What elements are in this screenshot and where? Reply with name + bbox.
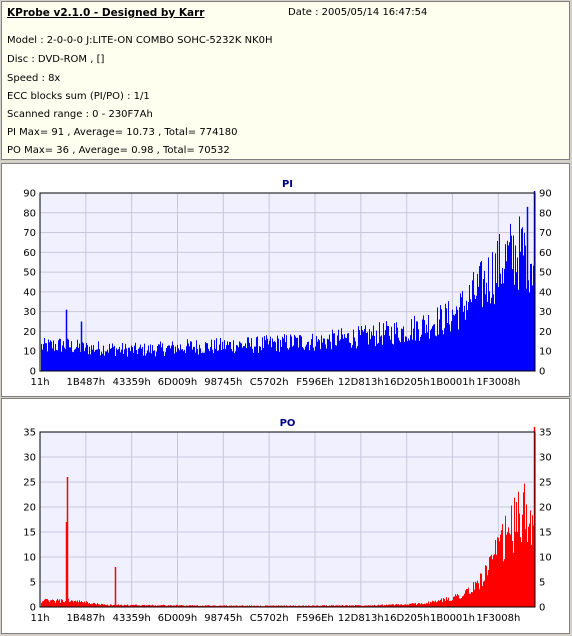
model-line: Model : 2-0-0-0 J:LITE-ON COMBO SOHC-523… — [7, 35, 273, 46]
y-tick-label-right: 15 — [539, 528, 552, 539]
y-tick-label-right: 5 — [539, 578, 545, 589]
pi-chart: PI 0 0 10 10 20 20 30 30 40 40 50 50 60 60 70 70 80 80 90 90… — [23, 179, 552, 388]
y-tick-label-right: 30 — [539, 453, 552, 464]
x-tick-label: 98745h — [204, 377, 242, 388]
x-tick-label: 11h — [30, 377, 49, 388]
x-tick-label: 1F3008h — [476, 377, 520, 388]
y-tick-label-left: 25 — [23, 478, 36, 489]
y-tick-label-left: 10 — [23, 553, 36, 564]
y-tick-label-left: 35 — [23, 428, 36, 439]
scan-date: Date : 2005/05/14 16:47:54 — [288, 7, 428, 18]
chart-title: PI — [282, 179, 293, 190]
x-tick-label: 98745h — [204, 613, 242, 624]
x-tick-label: 11h — [30, 613, 49, 624]
y-tick-label-right: 40 — [539, 287, 552, 298]
po-chart-panel: PO 0 0 5 5 10 10 15 15 20 20 25 25 30 30 35 35 11h 1B487h 4… — [1, 398, 570, 634]
y-tick-label-right: 0 — [539, 367, 545, 378]
y-tick-label-right: 35 — [539, 428, 552, 439]
y-tick-label-right: 80 — [539, 208, 552, 219]
y-tick-label-left: 90 — [23, 189, 36, 200]
y-tick-label-right: 30 — [539, 307, 552, 318]
x-tick-label: 1B487h — [67, 613, 106, 624]
range-line: Scanned range : 0 - 230F7Ah — [7, 109, 153, 120]
info-panel: KProbe v2.1.0 - Designed by Karr Date : … — [1, 1, 570, 160]
x-tick-label: 1F3008h — [476, 613, 520, 624]
y-tick-label-right: 50 — [539, 268, 552, 279]
y-tick-label-left: 5 — [30, 578, 36, 589]
x-tick-label: C5702h — [250, 377, 289, 388]
y-tick-label-right: 10 — [539, 553, 552, 564]
y-tick-label-left: 10 — [23, 347, 36, 358]
x-tick-label: 16D205h — [384, 613, 430, 624]
x-tick-label: 1B0001h — [430, 377, 475, 388]
y-tick-label-left: 0 — [30, 603, 36, 614]
y-tick-label-left: 50 — [23, 268, 36, 279]
plot-frame — [39, 192, 536, 372]
x-tick-label: 43359h — [113, 377, 151, 388]
po-chart: PO 0 0 5 5 10 10 15 15 20 20 25 25 30 30 35 35 11h 1B487h 4… — [23, 418, 552, 624]
y-tick-label-left: 0 — [30, 367, 36, 378]
y-tick-label-left: 20 — [23, 503, 36, 514]
y-tick-label-left: 80 — [23, 208, 36, 219]
x-tick-label: C5702h — [250, 613, 289, 624]
x-tick-label: F596Eh — [296, 613, 334, 624]
chart-title: PO — [280, 418, 296, 429]
pi-chart-panel: PI 0 0 10 10 20 20 30 30 40 40 50 50 60 60 70 70 80 80 90 90… — [1, 163, 570, 397]
y-tick-label-left: 70 — [23, 228, 36, 239]
app-title: KProbe v2.1.0 - Designed by Karr — [7, 7, 205, 19]
bar-series — [41, 427, 536, 607]
y-tick-label-right: 25 — [539, 478, 552, 489]
x-tick-label: 1B0001h — [430, 613, 475, 624]
x-tick-label: 6D009h — [158, 613, 198, 624]
pi-stats-line: PI Max= 91 , Average= 10.73 , Total= 774… — [7, 127, 238, 138]
y-tick-label-left: 20 — [23, 327, 36, 338]
speed-line: Speed : 8x — [7, 73, 61, 84]
y-tick-label-left: 15 — [23, 528, 36, 539]
disc-line: Disc : DVD-ROM , [] — [7, 54, 105, 65]
y-tick-label-right: 60 — [539, 248, 552, 259]
y-tick-label-right: 0 — [539, 603, 545, 614]
y-tick-label-left: 30 — [23, 453, 36, 464]
x-tick-label: 43359h — [113, 613, 151, 624]
po-stats-line: PO Max= 36 , Average= 0.98 , Total= 7053… — [7, 145, 230, 156]
x-tick-label: 16D205h — [384, 377, 430, 388]
plot-area — [39, 431, 536, 608]
y-tick-label-left: 40 — [23, 287, 36, 298]
y-tick-label-left: 60 — [23, 248, 36, 259]
bar-series — [41, 191, 536, 371]
x-tick-label: F596Eh — [296, 377, 334, 388]
ecc-line: ECC blocks sum (PI/PO) : 1/1 — [7, 91, 150, 102]
y-tick-label-right: 10 — [539, 347, 552, 358]
x-tick-label: 12D813h — [338, 377, 384, 388]
y-tick-label-left: 30 — [23, 307, 36, 318]
y-tick-label-right: 90 — [539, 189, 552, 200]
x-tick-label: 12D813h — [338, 613, 384, 624]
x-tick-label: 1B487h — [67, 377, 106, 388]
y-tick-label-right: 20 — [539, 327, 552, 338]
x-tick-label: 6D009h — [158, 377, 198, 388]
y-tick-label-right: 70 — [539, 228, 552, 239]
plot-frame — [39, 431, 536, 608]
y-tick-label-right: 20 — [539, 503, 552, 514]
